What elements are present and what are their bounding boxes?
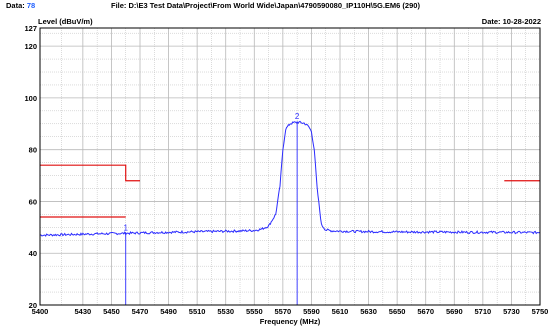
limit-line — [40, 164, 140, 182]
x-tick-label: 5730 — [503, 307, 520, 316]
marker-lines: 12 — [123, 112, 300, 305]
plot-frame — [39, 27, 541, 306]
data-label: Data: 78 — [6, 1, 36, 10]
header-bar: Data: 78 File: D:\E3 Test Data\Project\F… — [0, 0, 555, 14]
trace-line — [39, 120, 541, 237]
file-path-label: File: D:\E3 Test Data\Project\From World… — [111, 1, 420, 10]
y-axis-label: Level (dBuV/m) — [38, 17, 93, 26]
y-tick-label: 80 — [29, 146, 37, 155]
x-tick-label: 5490 — [160, 307, 177, 316]
x-tick-label: 5430 — [75, 307, 92, 316]
data-value: 78 — [26, 1, 36, 10]
x-tick-label: 5710 — [475, 307, 492, 316]
x-tick-label: 5530 — [217, 307, 234, 316]
x-tick-label: 5400 — [32, 307, 49, 316]
x-tick-label: 5630 — [360, 307, 377, 316]
y-tick-label: 20 — [29, 301, 37, 310]
x-tick-label: 5610 — [332, 307, 349, 316]
x-tick-label: 5590 — [303, 307, 320, 316]
y-tick-label: 40 — [29, 249, 37, 258]
x-tick-label: 5750 — [532, 307, 549, 316]
marker-label: 1 — [123, 223, 128, 232]
y-tick-label: 60 — [29, 197, 37, 206]
tick-labels: 20 40 60 80 100 120 127 5400 5430 5450 5470 5490 551… — [24, 24, 548, 316]
x-tick-label: 5670 — [417, 307, 434, 316]
marker-label: 2 — [295, 112, 300, 121]
y-tick-label: 100 — [24, 94, 37, 103]
grid-layer — [40, 28, 540, 305]
x-axis-label: Frequency (MHz) — [260, 317, 321, 326]
x-tick-label: 5570 — [275, 307, 292, 316]
x-tick-label: 5650 — [389, 307, 406, 316]
x-tick-label: 5690 — [446, 307, 463, 316]
x-tick-label: 5550 — [246, 307, 263, 316]
x-tick-label: 5450 — [103, 307, 120, 316]
x-tick-label: 5470 — [132, 307, 149, 316]
limit-lines — [40, 164, 540, 218]
x-tick-label: 5510 — [189, 307, 206, 316]
y-tick-label: 120 — [24, 42, 37, 51]
date-label: Date: 10-28-2022 — [481, 17, 541, 26]
y-tick-label: 127 — [24, 24, 37, 33]
